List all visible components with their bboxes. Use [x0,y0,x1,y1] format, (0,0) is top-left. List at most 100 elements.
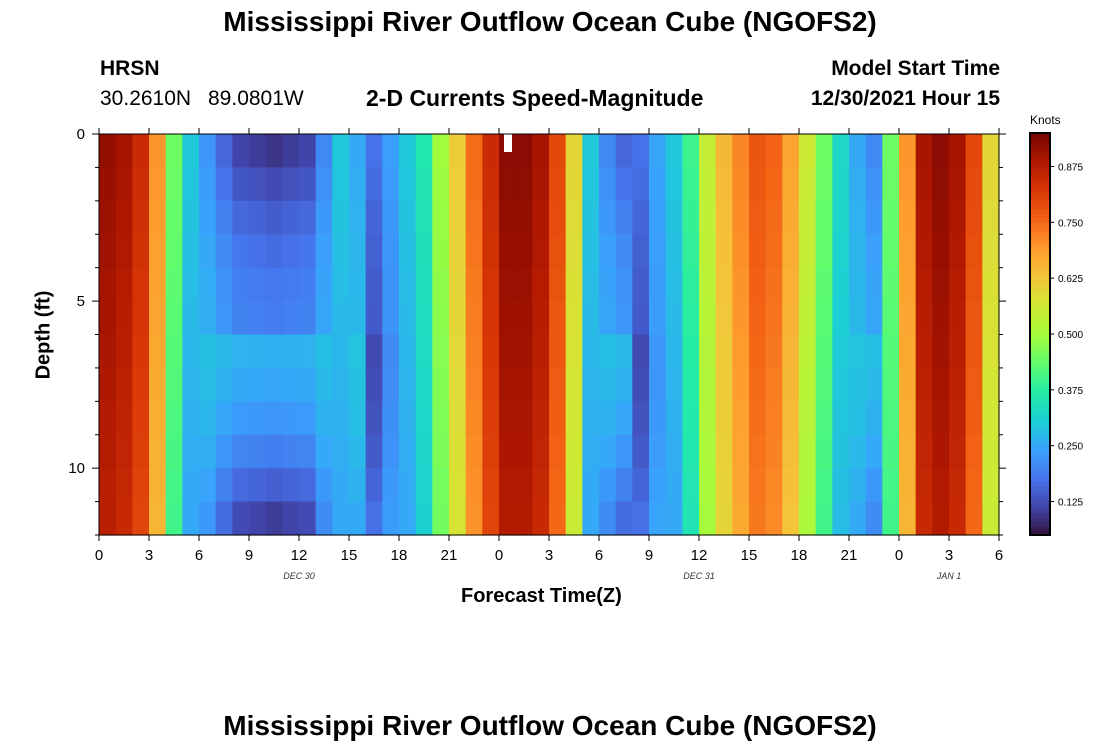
heatmap-cell [615,234,633,269]
heatmap-cell [115,167,133,202]
heatmap-cell [649,401,667,436]
heatmap-cell [765,501,783,536]
heatmap-cell [382,267,400,302]
heatmap-cell [482,134,500,169]
colorbar-segment [1030,253,1050,259]
heatmap-cell [365,334,383,369]
heatmap-cell [149,401,167,436]
heatmap-cell [515,234,533,269]
heatmap-cell [415,267,433,302]
heatmap-cell [365,200,383,235]
heatmap-cell [199,367,217,402]
heatmap-cell [315,434,333,469]
heatmap-cell [649,267,667,302]
heatmap-cell [732,200,750,235]
heatmap-cell [115,234,133,269]
heatmap-cell [665,501,683,536]
colorbar-segment [1030,280,1050,286]
heatmap-cell [582,134,600,169]
heatmap-cell [515,301,533,336]
heatmap-cell [115,468,133,503]
x-tick-label: 9 [645,547,653,564]
heatmap-cell [815,267,833,302]
heatmap-cell [799,401,817,436]
heatmap-cell [849,434,867,469]
heatmap-cell [182,301,200,336]
heatmap-cell [915,468,933,503]
heatmap-cell [599,267,617,302]
heatmap-cell [182,501,200,536]
heatmap-cell [265,367,283,402]
heatmap-cell [249,501,267,536]
colorbar-segment [1030,240,1050,246]
heatmap-cell [649,301,667,336]
heatmap-cell [232,501,250,536]
heatmap-cell [115,267,133,302]
colorbar-segment [1030,485,1050,491]
heatmap-cell [849,468,867,503]
heatmap-cell [499,234,517,269]
heatmap-cell [432,367,450,402]
heatmap-cell [982,367,1000,402]
heatmap-cells [99,134,1000,536]
heatmap-cell [899,334,917,369]
heatmap-cell [182,267,200,302]
colorbar-segment [1030,150,1050,156]
heatmap-cell [832,134,850,169]
heatmap-cell [382,301,400,336]
colorbar-segment [1030,213,1050,219]
heatmap-cell [565,200,583,235]
heatmap-cell [932,501,950,536]
heatmap-cell [449,200,467,235]
heatmap-cell [665,134,683,169]
heatmap-cell [415,234,433,269]
heatmap-cell [382,200,400,235]
heatmap-cell [299,267,317,302]
heatmap-cell [565,401,583,436]
heatmap-cell [765,200,783,235]
heatmap-cell [732,501,750,536]
heatmap-cell [332,468,350,503]
heatmap-cell [732,301,750,336]
colorbar-segment [1030,329,1050,335]
heatmap-cell [665,200,683,235]
heatmap-cell [599,434,617,469]
heatmap-cell [849,401,867,436]
heatmap-cell [382,167,400,202]
heatmap-cell [115,501,133,536]
x-tick-label: 3 [545,547,553,564]
heatmap-cell [682,334,700,369]
colorbar-segment [1030,141,1050,147]
heatmap-cell [482,468,500,503]
heatmap-cell [215,167,233,202]
heatmap-cell [832,267,850,302]
heatmap-cell [715,267,733,302]
heatmap-cell [432,167,450,202]
heatmap-cell [865,501,883,536]
heatmap-cell [315,301,333,336]
heatmap-cell [449,401,467,436]
heatmap-cell [132,501,150,536]
colorbar-segment [1030,222,1050,228]
heatmap-cell [782,334,800,369]
surface-marker [504,134,512,152]
x-tick-label: 12 [291,547,308,564]
heatmap-cell [649,234,667,269]
colorbar-segment [1030,530,1050,536]
heatmap-cell [765,301,783,336]
heatmap-cell [465,167,483,202]
heatmap-cell [815,334,833,369]
heatmap-cell [482,301,500,336]
heatmap-cell [749,468,767,503]
colorbar-segment [1030,342,1050,348]
heatmap-cell [949,501,967,536]
heatmap-cell [149,468,167,503]
x-axis-label: Forecast Time(Z) [461,585,622,607]
heatmap-cell [115,301,133,336]
heatmap-cell [365,468,383,503]
heatmap-cell [582,200,600,235]
heatmap-cell [832,401,850,436]
heatmap-cell [582,468,600,503]
heatmap-cell [899,200,917,235]
heatmap-cell [815,401,833,436]
